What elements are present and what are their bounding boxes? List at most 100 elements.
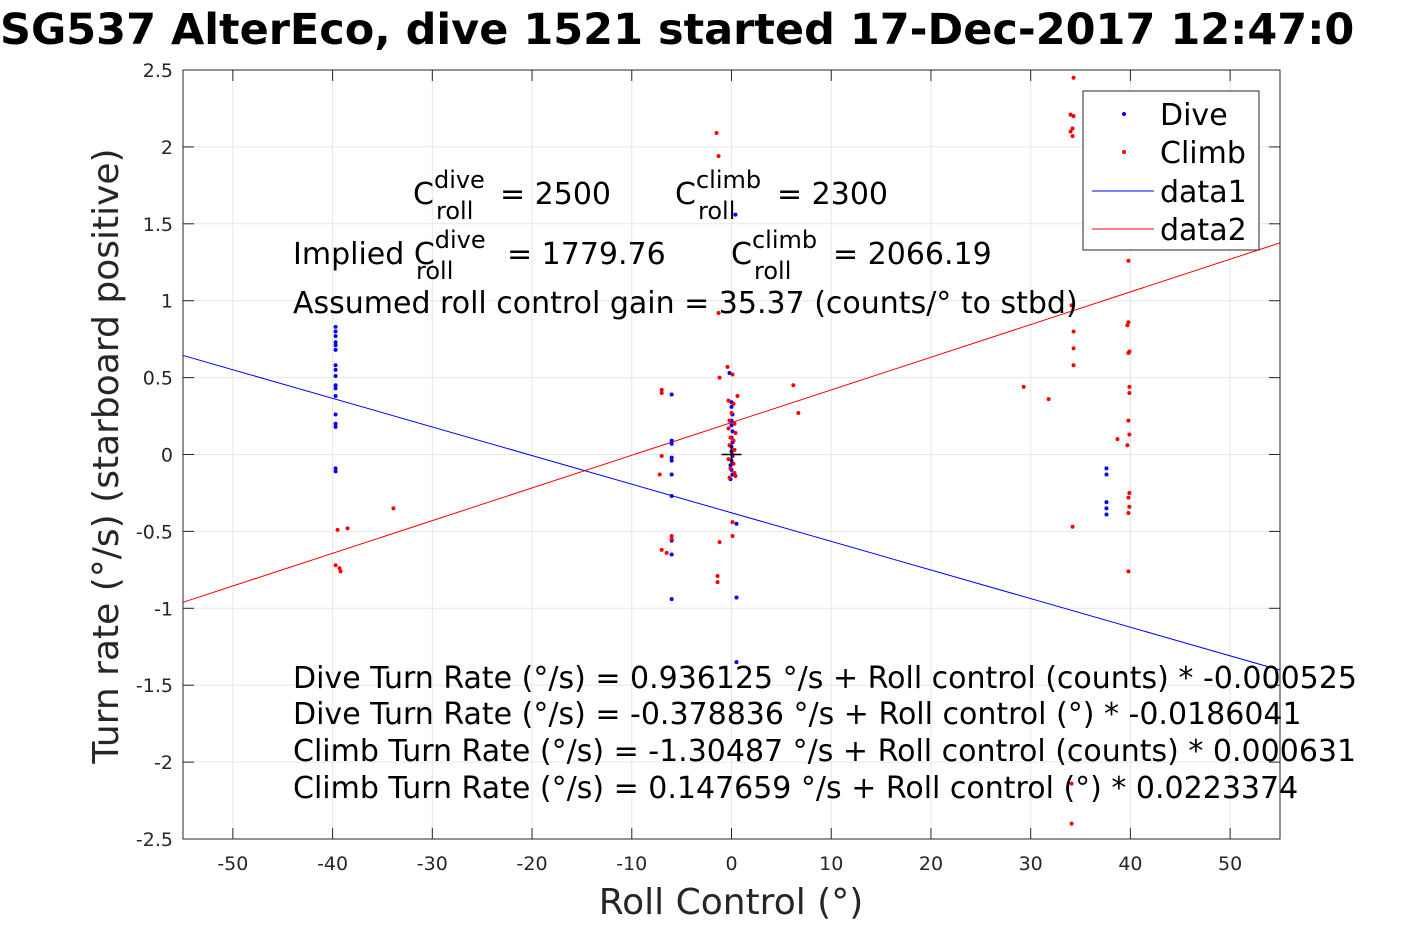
gain-annotation: Assumed roll control gain = 35.37 (count… <box>293 286 1078 321</box>
climb-point <box>1115 437 1120 442</box>
climb-point <box>733 474 738 479</box>
x-tick-label: -10 <box>616 853 647 875</box>
dive-point <box>333 394 338 399</box>
climb-point <box>669 537 674 542</box>
climb-point <box>725 364 730 369</box>
climb-point <box>1125 443 1130 448</box>
climb-point <box>335 527 340 532</box>
climb-point <box>1126 320 1131 325</box>
dive-point <box>669 552 674 557</box>
dive-point <box>333 367 338 372</box>
y-tick-label: -2 <box>154 752 173 774</box>
climb-point <box>659 454 664 459</box>
dive-point <box>333 334 338 339</box>
climb-point <box>716 154 721 159</box>
dive-point <box>333 469 338 474</box>
climb-point <box>1070 126 1075 131</box>
climb-point <box>1046 397 1051 402</box>
climb-point <box>1127 390 1132 395</box>
dive-point <box>333 347 338 352</box>
legend-data2-label: data2 <box>1160 213 1247 248</box>
x-tick-label: -40 <box>317 853 348 875</box>
axis-ticks <box>183 69 1280 840</box>
climb-point <box>669 534 674 539</box>
implied-climb-prefix: C <box>731 237 752 272</box>
dive-point <box>669 472 674 477</box>
x-tick-label: 10 <box>819 853 843 875</box>
x-tick-label: -30 <box>417 853 448 875</box>
climb-point <box>715 574 720 579</box>
x-tick-label: 20 <box>919 853 943 875</box>
dive-point <box>734 595 739 600</box>
coef-dive-sub: roll <box>436 197 473 225</box>
climb-point <box>796 410 801 415</box>
climb-point <box>730 372 735 377</box>
y-tick-label: 1 <box>161 291 173 313</box>
dive-point <box>333 324 338 329</box>
implied-climb-sup: climb <box>752 226 817 254</box>
climb-point <box>728 466 733 471</box>
climb-point <box>732 470 737 475</box>
implied-dive-sub: roll <box>416 257 453 285</box>
y-tick-label: 2.5 <box>143 60 173 82</box>
dive-point <box>669 441 674 446</box>
climb-point <box>1127 490 1132 495</box>
y-tick-label: -2.5 <box>136 829 173 851</box>
dive-point <box>333 383 338 388</box>
climb-point <box>730 520 735 525</box>
climb-point <box>1126 418 1131 423</box>
climb-point <box>1070 524 1075 529</box>
climb-point <box>714 131 719 136</box>
dive-point <box>1104 506 1109 511</box>
dive-point <box>669 458 674 463</box>
dive-point <box>669 597 674 602</box>
climb-point <box>333 563 338 568</box>
legend-dive-label: Dive <box>1160 98 1228 133</box>
dive-point <box>727 370 732 375</box>
y-tick-labels: -2.5 -2 -1.5 -1 -0.5 0 0.5 1 1.5 2 2.5 <box>136 60 173 851</box>
dive-point <box>333 466 338 471</box>
climb-point <box>657 472 662 477</box>
climb-point <box>733 430 738 435</box>
climb-point <box>732 447 737 452</box>
climb-point <box>1071 75 1076 80</box>
y-tick-label: 0.5 <box>143 368 173 390</box>
dive-point <box>333 329 338 334</box>
y-tick-label: -1.5 <box>136 675 173 697</box>
climb-point <box>732 421 737 426</box>
chart-title: SG537 AlterEco, dive 1521 started 17-Dec… <box>0 5 1354 55</box>
x-tick-labels: -50 -40 -30 -20 -10 0 10 20 30 40 50 <box>217 853 1242 875</box>
legend-box <box>1082 90 1260 251</box>
climb-point <box>729 410 734 415</box>
climb-point <box>726 426 731 431</box>
climb-point <box>659 387 664 392</box>
coef-climb-annotation: Cclimb roll = 2300 <box>675 166 888 225</box>
climb-point <box>731 401 736 406</box>
legend-climb-marker <box>1122 150 1126 154</box>
climb-point <box>1126 569 1131 574</box>
climb-point <box>731 461 736 466</box>
fit-line-4: Climb Turn Rate (°/s) = 0.147659 °/s + R… <box>293 771 1298 806</box>
climb-point <box>345 526 350 531</box>
dive-point <box>734 521 739 526</box>
climb-point <box>1127 432 1132 437</box>
dive-point <box>333 421 338 426</box>
dive-point <box>729 423 734 428</box>
dive-point <box>333 424 338 429</box>
climb-point <box>735 394 740 399</box>
dive-point <box>333 412 338 417</box>
y-tick-label: -0.5 <box>136 521 173 543</box>
coef-dive-annotation: Cdive roll = 2500 <box>413 166 611 225</box>
climb-point <box>1069 303 1074 308</box>
climb-point <box>1126 495 1131 500</box>
x-tick-label: 30 <box>1019 853 1043 875</box>
coef-climb-sub: roll <box>698 197 735 225</box>
climb-point <box>715 580 720 585</box>
climb-point <box>716 311 721 316</box>
dive-point <box>333 340 338 345</box>
climb-point <box>791 383 796 388</box>
climb-point <box>664 550 669 555</box>
